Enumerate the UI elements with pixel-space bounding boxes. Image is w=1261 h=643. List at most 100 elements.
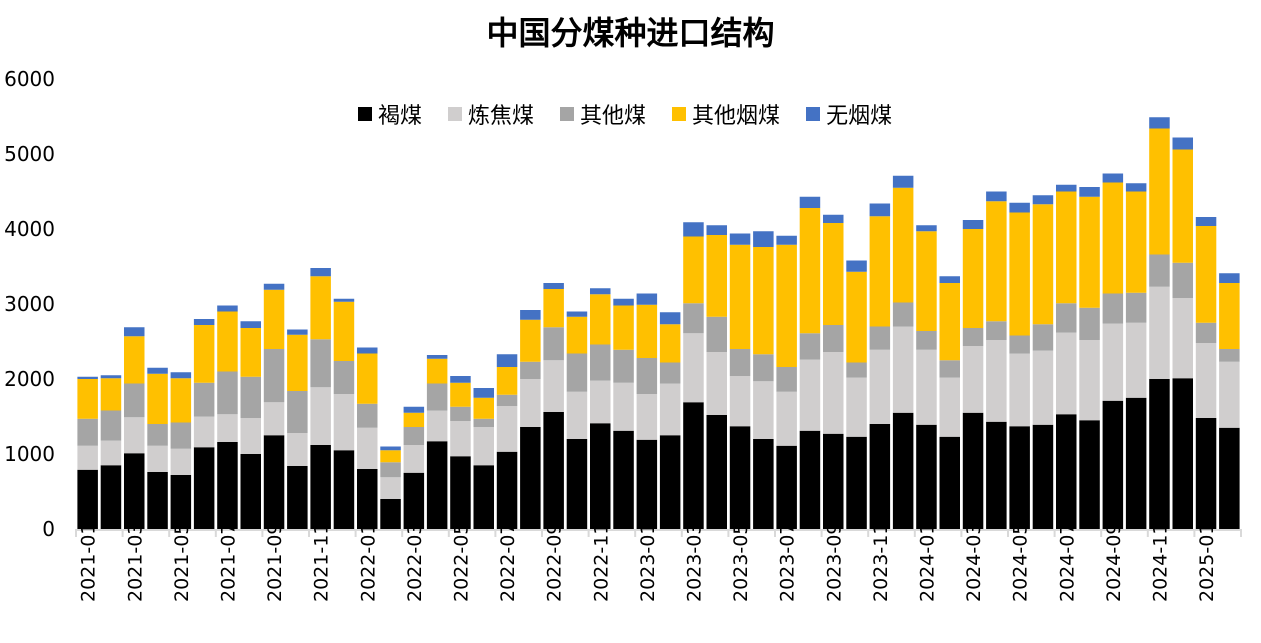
bar-segment-lignite — [1079, 420, 1100, 529]
bar-segment-other-coal — [776, 367, 797, 392]
bar-segment-anthracite — [380, 446, 401, 451]
x-tick-label: 2021-11 — [311, 523, 333, 602]
bar-segment-coking-coal — [100, 440, 122, 466]
x-tick-label: 2021-03 — [124, 523, 146, 602]
bar-segment-coking-coal — [77, 445, 98, 470]
x-tick-label: 2024-07 — [1056, 523, 1078, 602]
bar-segment-coking-coal — [916, 349, 937, 425]
bar-segment-other-bituminous — [566, 316, 588, 354]
bar-segment-coking-coal — [1149, 286, 1170, 379]
bar-segment-other-coal — [729, 349, 751, 376]
legend-swatch — [448, 107, 463, 121]
legend-item-other-bituminous: 其他烟煤 — [672, 98, 780, 130]
bar-segment-anthracite — [962, 220, 984, 229]
bar-segment-other-coal — [1079, 307, 1100, 340]
bar-segment-anthracite — [706, 225, 728, 235]
bar-segment-anthracite — [1149, 117, 1170, 129]
legend-label: 其他煤 — [580, 104, 647, 129]
legend-label: 炼焦煤 — [468, 104, 535, 129]
legend-item-anthracite: 无烟煤 — [806, 98, 892, 130]
bar-segment-lignite — [240, 454, 262, 529]
bar-segment-anthracite — [147, 367, 168, 374]
bar-segment-other-bituminous — [426, 358, 448, 384]
bar-segment-other-bituminous — [77, 379, 98, 419]
bar-segment-other-coal — [753, 354, 774, 382]
bar-segment-coking-coal — [683, 333, 704, 403]
bar-segment-coking-coal — [1219, 361, 1240, 428]
bar-segment-coking-coal — [846, 377, 867, 437]
bar-segment-anthracite — [333, 298, 355, 302]
bar-segment-other-bituminous — [100, 378, 122, 411]
bar-segment-coking-coal — [333, 394, 355, 451]
bar-segment-other-bituminous — [473, 397, 495, 419]
bar-segment-anthracite — [822, 214, 844, 223]
bar-segment-other-bituminous — [287, 334, 308, 391]
bar-segment-lignite — [1195, 418, 1217, 529]
bar-segment-coking-coal — [147, 445, 168, 472]
bar-segment-lignite — [589, 423, 611, 529]
bar-segment-anthracite — [217, 305, 238, 312]
bar-segment-other-bituminous — [520, 319, 541, 362]
bar-segment-coking-coal — [496, 406, 518, 452]
bar-segment-other-coal — [683, 303, 704, 334]
bar-segment-coking-coal — [263, 402, 285, 436]
bar-segment-other-bituminous — [356, 353, 378, 404]
bar-segment-anthracite — [193, 319, 215, 325]
bar-segment-other-coal — [939, 360, 961, 378]
legend-swatch — [560, 107, 575, 121]
legend-swatch — [358, 107, 372, 121]
bar-segment-other-coal — [1009, 335, 1030, 354]
bar-segment-coking-coal — [1055, 332, 1077, 415]
bar-segment-lignite — [100, 465, 122, 529]
bar-segment-other-coal — [1125, 292, 1147, 323]
bar-segment-lignite — [822, 433, 844, 529]
bar-segment-lignite — [566, 439, 588, 529]
bar-segment-other-bituminous — [1102, 182, 1124, 294]
legend-swatch — [672, 107, 687, 121]
bar-segment-lignite — [962, 412, 984, 529]
y-tick-label: 4000 — [4, 217, 55, 241]
x-tick-label: 2023-11 — [870, 523, 892, 602]
bar-segment-coking-coal — [753, 381, 774, 439]
bar-segment-lignite — [613, 430, 634, 529]
bar-segment-coking-coal — [287, 433, 308, 466]
x-tick-label: 2024-11 — [1149, 523, 1171, 602]
bar-segment-other-bituminous — [263, 289, 285, 349]
bar-segment-coking-coal — [799, 359, 821, 431]
bar-segment-other-coal — [659, 362, 681, 384]
bar-segment-lignite — [1125, 397, 1147, 529]
bar-segment-coking-coal — [1195, 343, 1217, 418]
bar-segment-other-bituminous — [1125, 191, 1147, 293]
bar-segment-coking-coal — [380, 477, 401, 499]
bar-segment-lignite — [450, 456, 471, 529]
bar-segment-lignite — [263, 435, 285, 529]
bar-segment-coking-coal — [356, 427, 378, 469]
bar-segment-anthracite — [589, 288, 611, 295]
bar-segment-coking-coal — [822, 352, 844, 434]
bar-segment-anthracite — [287, 329, 308, 335]
legend-item-other-coal: 其他煤 — [560, 98, 646, 130]
bar-segment-other-coal — [636, 358, 658, 394]
bar-segment-lignite — [706, 415, 728, 529]
bar-segment-other-coal — [916, 331, 937, 350]
bar-segment-other-coal — [846, 362, 867, 378]
bar-segment-lignite — [1032, 424, 1054, 529]
bar-segment-coking-coal — [310, 387, 331, 445]
bar-segment-other-bituminous — [589, 294, 611, 345]
bar-segment-lignite — [77, 469, 98, 529]
bar-segment-lignite — [170, 475, 192, 529]
bar-segment-other-coal — [100, 410, 122, 441]
x-tick-label: 2024-03 — [963, 523, 985, 602]
bar-segment-other-coal — [170, 422, 192, 449]
bar-segment-lignite — [1219, 427, 1240, 529]
bar-segment-coking-coal — [659, 383, 681, 436]
bar-segment-anthracite — [240, 321, 262, 328]
bar-segment-lignite — [1149, 379, 1170, 529]
bar-segment-coking-coal — [170, 448, 192, 475]
x-tick-label: 2021-01 — [78, 523, 100, 602]
bar-segment-other-bituminous — [380, 450, 401, 463]
bar-segment-lignite — [916, 424, 937, 529]
bar-segment-other-coal — [520, 361, 541, 379]
x-tick-label: 2022-01 — [357, 523, 379, 602]
bar-segment-other-bituminous — [333, 301, 355, 361]
